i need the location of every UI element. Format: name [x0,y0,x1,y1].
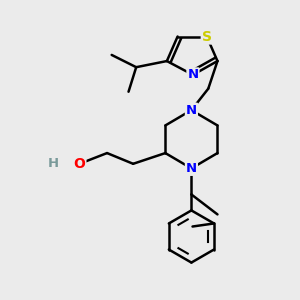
Text: N: N [186,162,197,175]
Text: N: N [186,103,197,117]
Text: S: S [202,29,212,44]
Text: O: O [74,157,86,171]
Text: N: N [188,68,199,81]
Text: H: H [48,157,59,170]
